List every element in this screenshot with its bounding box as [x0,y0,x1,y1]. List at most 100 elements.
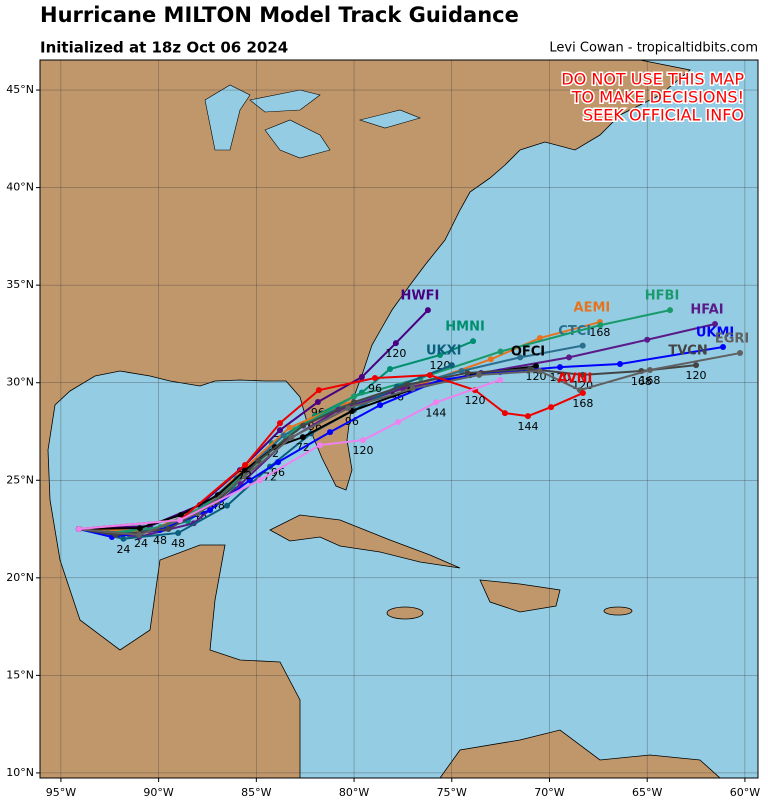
credit: Levi Cowan - tropicaltidbits.com [549,41,758,56]
warning-line: DO NOT USE THIS MAP [561,70,744,89]
track-point [536,368,543,375]
y-tick-label: 10°N [6,766,34,779]
track-point [464,369,471,376]
track-point [426,372,433,379]
track-point [314,399,321,406]
x-tick-label: 95°W [46,786,76,799]
track-point [371,375,378,382]
track-point [299,434,306,441]
track-point [566,354,573,361]
track-line [78,374,584,531]
track-point [351,393,358,400]
track-point [136,531,143,538]
track-point [358,374,365,381]
y-tick-label: 25°N [6,473,34,486]
track-point [300,422,307,429]
track-point [497,348,504,355]
model-name: HWFI [400,289,439,304]
track-point [458,368,465,375]
model-name: HFAI [690,302,723,317]
track-point [536,335,543,342]
chart-subtitle: Initialized at 18z Oct 06 2024 [40,39,288,57]
hour-label: 24 [134,537,148,550]
hour-label: 168 [589,326,610,339]
x-tick-label: 60°W [730,786,760,799]
track-point [392,340,399,347]
grid [36,60,758,782]
track-point [548,404,555,411]
track-point [532,363,539,370]
great-lakes [204,84,251,151]
track-point [597,322,604,329]
hour-label: 120 [550,371,571,384]
track-point [241,473,248,480]
chart-title: Hurricane MILTON Model Track Guidance [40,3,519,27]
track-point [351,399,358,406]
hour-label: 96 [271,466,285,479]
track-point [720,344,727,351]
model-name: OFCI [511,345,545,360]
track-point [288,434,295,441]
track-point [255,457,262,464]
hour-label: 120 [353,444,374,457]
track-point [579,371,586,378]
hour-label: 168 [639,374,660,387]
track-point [387,366,394,373]
x-tick-label: 80°W [339,786,369,799]
track-point [667,307,674,314]
great-lakes [249,89,321,113]
x-tick-label: 70°W [534,786,564,799]
x-tick-label: 75°W [437,786,467,799]
y-tick-label: 35°N [6,278,34,291]
model-name: AVNI [557,372,592,387]
track-point [345,405,352,412]
track-point [275,459,282,466]
track-point [424,307,431,314]
track-point [176,517,183,524]
track-point [470,338,477,345]
track-point [175,529,182,536]
track-point [524,413,531,420]
track-point [280,432,287,439]
model-name: HMNI [445,320,485,335]
x-tick-label: 65°W [632,786,662,799]
track-point [437,352,444,359]
track-point [448,362,455,369]
y-tick-label: 45°N [6,83,34,96]
track-point [207,507,214,514]
track-point [360,437,367,444]
south-america [439,729,721,778]
model-name: HFBI [645,289,680,304]
track-point [501,410,508,417]
hour-label: 24 [116,543,130,556]
track-point [557,364,564,371]
track-point [476,371,483,378]
model-name: TVCN [668,344,707,359]
great-lakes [264,119,331,159]
track-point [579,390,586,397]
track-line [78,379,501,531]
track-point [646,367,653,374]
track-point [165,526,172,533]
warning-line: TO MAKE DECISIONS! [571,88,744,107]
track-point [377,402,384,409]
north-america [40,60,691,778]
jamaica [386,606,424,620]
track-point [395,419,402,426]
y-tick-label: 40°N [6,181,34,194]
track-point [432,399,439,406]
track-point [316,442,323,449]
track-point [120,535,127,542]
hour-label: 120 [385,347,406,360]
hour-label: 168 [572,397,593,410]
y-tick-label: 20°N [6,571,34,584]
model-name: EGRI [715,332,749,347]
track-point [276,420,283,427]
track-point [737,350,744,357]
track-point [286,424,293,431]
hour-label: 144 [517,420,538,433]
track-point [136,525,143,532]
hour-label: 96 [368,382,382,395]
